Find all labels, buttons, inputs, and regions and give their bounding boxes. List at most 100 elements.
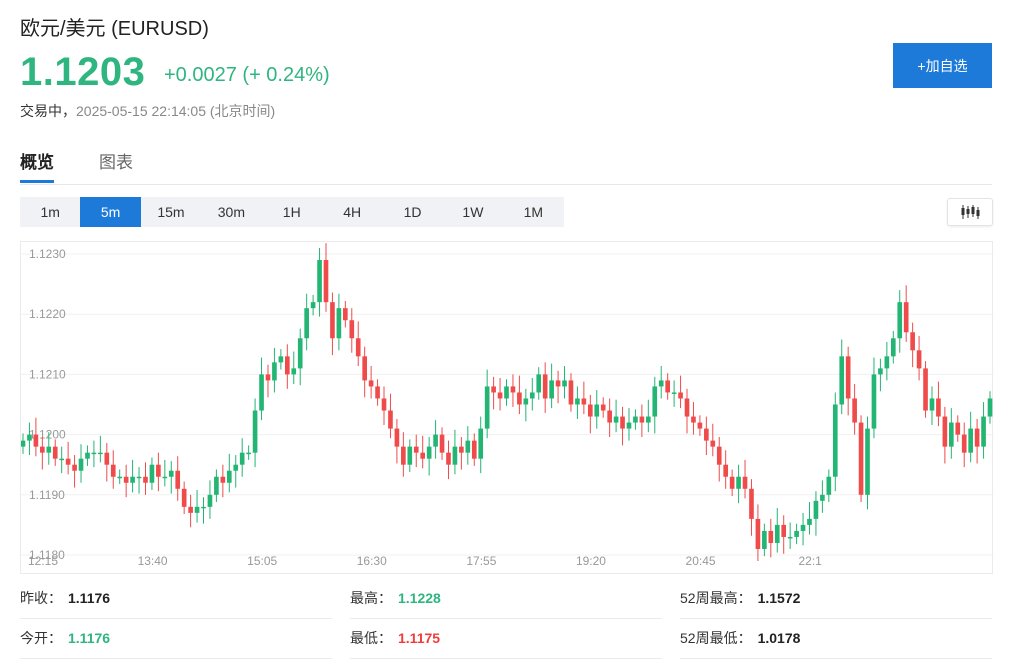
candle-body [807, 518, 812, 525]
y-tick-label: 1.1210 [29, 367, 66, 381]
candle-body [845, 356, 851, 399]
stat-label: 昨收： [20, 590, 62, 606]
candle-body [175, 470, 181, 489]
stat-label: 今开： [20, 630, 62, 646]
period-1m[interactable]: 1m [40, 204, 60, 220]
candle-body [27, 434, 32, 441]
candle-body [813, 500, 819, 519]
stat-value: 1.1228 [398, 590, 441, 606]
candle-body [375, 386, 380, 399]
candle-body [878, 368, 883, 375]
candle-body [304, 308, 309, 339]
candle-body [504, 386, 509, 399]
tab-chart[interactable]: 图表 [99, 153, 133, 172]
period-5m[interactable]: 5m [80, 197, 141, 227]
candle-body [33, 434, 39, 447]
period-15m[interactable]: 15m [157, 204, 185, 220]
x-tick-label: 22:1 [798, 554, 822, 568]
candle-body [478, 428, 484, 459]
candle-body [91, 452, 97, 455]
period-1d[interactable]: 1D [403, 204, 422, 220]
candle-body [452, 446, 458, 465]
candle-body [143, 476, 148, 483]
stat-value: 1.1176 [68, 590, 111, 606]
candle-body [214, 476, 219, 495]
period-30m[interactable]: 30m [217, 204, 245, 220]
y-tick-label: 1.1220 [29, 307, 66, 321]
candle-body [291, 368, 297, 375]
candle-body [884, 356, 890, 369]
candle-body [916, 350, 922, 369]
add-to-watchlist-button[interactable]: +加自选 [893, 43, 992, 88]
candle-body [826, 476, 832, 495]
candle-body [587, 404, 593, 417]
chart-type-button[interactable] [947, 198, 993, 226]
candle-body [72, 464, 77, 471]
candle-body [484, 386, 490, 429]
candle-body [839, 356, 845, 405]
candle-body [21, 440, 26, 447]
stat-52w-low: 52周最低： 1.0178 [680, 628, 992, 659]
candle-body [710, 440, 716, 447]
candle-body [439, 434, 445, 453]
stat-low: 最低： 1.1175 [350, 628, 662, 659]
candle-body [297, 338, 303, 369]
candle-body [716, 446, 722, 465]
candle-body [536, 374, 542, 393]
period-1h[interactable]: 1H [282, 204, 301, 220]
candle-body [194, 506, 200, 513]
candle-body [246, 452, 251, 455]
candle-body [355, 338, 361, 357]
candle-body [471, 440, 477, 459]
candlestick-icon [961, 205, 980, 219]
candle-body [903, 302, 909, 333]
candle-body [987, 398, 993, 417]
candle-body [85, 452, 90, 459]
candle-body [646, 416, 651, 423]
stat-value: 1.1176 [68, 630, 111, 646]
candle-body [433, 434, 438, 447]
candle-body [961, 434, 967, 453]
candle-body [323, 260, 329, 303]
x-tick-label: 19:20 [576, 554, 606, 568]
candle-body [349, 320, 355, 339]
candle-body [336, 308, 342, 339]
candle-body [549, 380, 554, 399]
period-1mo[interactable]: 1M [523, 204, 544, 220]
candle-body [974, 428, 980, 447]
price-change: +0.0027 (+ 0.24%) [164, 64, 330, 86]
candle-body [362, 356, 367, 381]
stat-value: 1.1175 [398, 630, 441, 646]
candle-body [420, 452, 426, 459]
candle-body [529, 392, 535, 399]
candle-body [948, 422, 954, 447]
candle-body [330, 302, 335, 339]
candle-body [265, 374, 271, 381]
candle-body [581, 398, 587, 405]
period-1w[interactable]: 1W [462, 204, 484, 220]
trading-status-label: 交易中， [20, 103, 76, 119]
tab-overview[interactable]: 概览 [20, 148, 54, 183]
stat-52w-high: 52周最高： 1.1572 [680, 588, 992, 619]
candle-body [955, 422, 961, 435]
candle-body [936, 398, 941, 417]
candle-body [226, 470, 232, 483]
stat-label: 最高： [350, 590, 392, 606]
candle-body [233, 464, 239, 471]
candle-body [600, 404, 606, 411]
candle-body [897, 302, 903, 339]
period-4h[interactable]: 4H [343, 204, 362, 220]
candle-body [555, 380, 561, 387]
candle-body [123, 476, 129, 483]
price-chart[interactable]: 1.1230 1.1220 1.1210 1.1200 1.1190 1.1180 12:1… [20, 241, 994, 574]
candle-body [40, 446, 45, 453]
candle-body [942, 416, 948, 447]
candle-body [220, 476, 226, 483]
candle-body [65, 458, 71, 465]
candle-body [46, 446, 52, 453]
candle-body [259, 374, 264, 411]
y-tick-label: 1.1230 [29, 247, 66, 261]
candle-body [201, 506, 206, 509]
candle-body [658, 380, 664, 387]
candle-body [52, 446, 58, 459]
